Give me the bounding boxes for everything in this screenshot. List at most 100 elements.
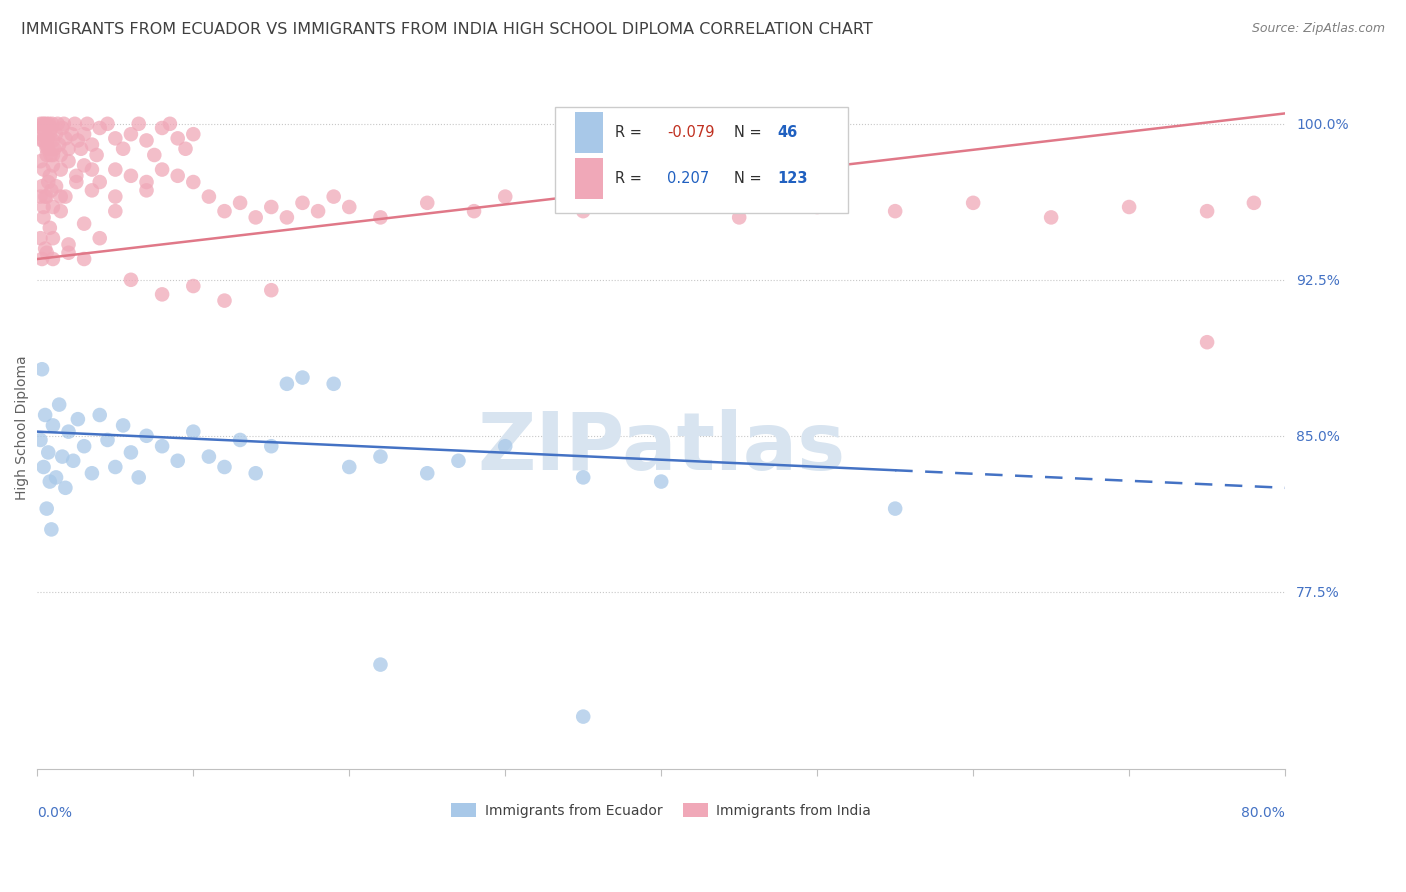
Point — [38, 127, 60, 141]
Point — [322, 376, 344, 391]
Point — [120, 127, 142, 141]
Point — [1118, 200, 1140, 214]
FancyBboxPatch shape — [555, 107, 848, 212]
Point — [73, 217, 96, 231]
Point — [150, 162, 173, 177]
Point — [650, 475, 672, 489]
Point — [76, 117, 98, 131]
Point — [38, 117, 60, 131]
Point — [44, 142, 66, 156]
Point — [49, 204, 72, 219]
Point — [307, 204, 329, 219]
Point — [214, 204, 236, 219]
Point — [35, 117, 58, 131]
Point — [35, 137, 58, 152]
Point — [30, 433, 52, 447]
Point — [42, 231, 65, 245]
Point — [128, 117, 150, 131]
Text: Source: ZipAtlas.com: Source: ZipAtlas.com — [1251, 22, 1385, 36]
Point — [276, 211, 298, 225]
Point — [48, 137, 70, 152]
Point — [181, 425, 204, 439]
Point — [150, 439, 173, 453]
Point — [181, 175, 204, 189]
Point — [55, 189, 77, 203]
Point — [229, 433, 252, 447]
Point — [291, 195, 314, 210]
Point — [80, 137, 103, 152]
Point — [260, 200, 283, 214]
Point — [30, 231, 52, 245]
Point — [181, 279, 204, 293]
Y-axis label: High School Diploma: High School Diploma — [15, 355, 30, 500]
Point — [58, 245, 80, 260]
Point — [416, 195, 439, 210]
Point — [86, 148, 108, 162]
FancyBboxPatch shape — [575, 112, 603, 153]
Point — [41, 183, 63, 197]
Point — [728, 211, 751, 225]
Point — [46, 117, 69, 131]
Point — [30, 127, 52, 141]
Point — [73, 127, 96, 141]
Point — [58, 425, 80, 439]
Point — [37, 131, 59, 145]
Text: 80.0%: 80.0% — [1241, 806, 1285, 820]
Point — [42, 133, 65, 147]
Point — [31, 252, 53, 266]
Point — [96, 117, 118, 131]
Point — [120, 445, 142, 459]
Point — [35, 501, 58, 516]
Point — [276, 376, 298, 391]
Point — [41, 523, 63, 537]
Point — [60, 127, 83, 141]
Point — [34, 408, 56, 422]
Point — [65, 175, 87, 189]
Point — [30, 189, 52, 203]
Point — [884, 501, 907, 516]
Point — [370, 450, 392, 464]
FancyBboxPatch shape — [575, 158, 603, 199]
Text: R =: R = — [614, 125, 647, 140]
Point — [35, 245, 58, 260]
Point — [174, 142, 197, 156]
Point — [572, 470, 595, 484]
Point — [229, 195, 252, 210]
Point — [1197, 204, 1219, 219]
Point — [32, 162, 55, 177]
Point — [30, 117, 52, 131]
Point — [128, 470, 150, 484]
Text: ZIPatlas: ZIPatlas — [477, 409, 845, 487]
Point — [80, 162, 103, 177]
Point — [104, 204, 127, 219]
Point — [198, 450, 221, 464]
Point — [198, 189, 221, 203]
Point — [42, 418, 65, 433]
Point — [572, 709, 595, 723]
Point — [62, 454, 84, 468]
Point — [37, 445, 59, 459]
Point — [63, 117, 86, 131]
Point — [34, 127, 56, 141]
Point — [58, 237, 80, 252]
Point — [32, 460, 55, 475]
Text: N =: N = — [734, 171, 766, 186]
Point — [45, 127, 67, 141]
Point — [104, 189, 127, 203]
Point — [37, 175, 59, 189]
Point — [31, 362, 53, 376]
Point — [884, 204, 907, 219]
Point — [260, 283, 283, 297]
Point — [35, 148, 58, 162]
Point — [30, 154, 52, 169]
Point — [337, 200, 360, 214]
Point — [370, 211, 392, 225]
Point — [96, 433, 118, 447]
Point — [166, 454, 188, 468]
Point — [89, 120, 111, 135]
Point — [49, 162, 72, 177]
Point — [34, 189, 56, 203]
Point — [104, 460, 127, 475]
Point — [806, 200, 828, 214]
Point — [463, 204, 485, 219]
